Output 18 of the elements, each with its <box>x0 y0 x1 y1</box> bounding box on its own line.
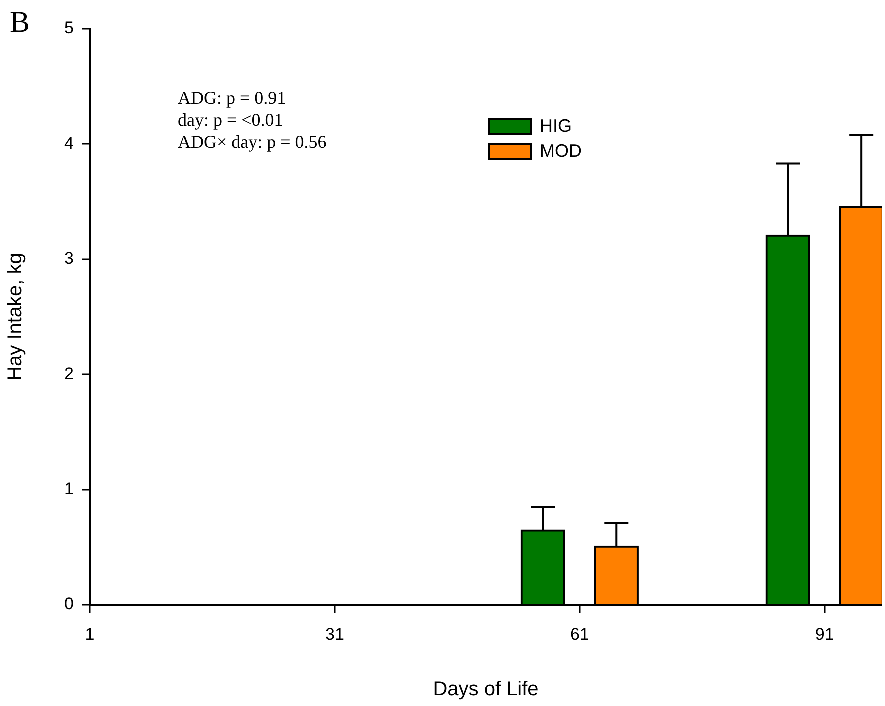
y-tick-label: 2 <box>64 364 74 384</box>
annotation: day: p = <0.01 <box>178 109 284 131</box>
x-axis-title: Days of Life <box>433 678 539 701</box>
y-tick-label: 5 <box>64 18 74 38</box>
y-tick-label: 1 <box>64 479 74 498</box>
x-tick-label: 1 <box>85 624 95 644</box>
legend-label: MOD <box>540 141 582 162</box>
y-tick-label: 0 <box>64 594 74 614</box>
text: B <box>10 6 30 40</box>
legend-label: HIG <box>540 116 572 137</box>
annotation: ADG: p = 0.91 <box>178 87 288 109</box>
x-tick-label: 91 <box>815 624 834 644</box>
y-tick-label: 4 <box>64 134 74 153</box>
annotation: ADG× day: p = 0.56 <box>178 131 327 153</box>
x-tick-label: 61 <box>570 624 590 644</box>
x-tick-label: 31 <box>325 624 344 644</box>
y-axis-title: Hay Intake, kg <box>4 253 27 381</box>
y-tick-label: 3 <box>64 249 74 268</box>
